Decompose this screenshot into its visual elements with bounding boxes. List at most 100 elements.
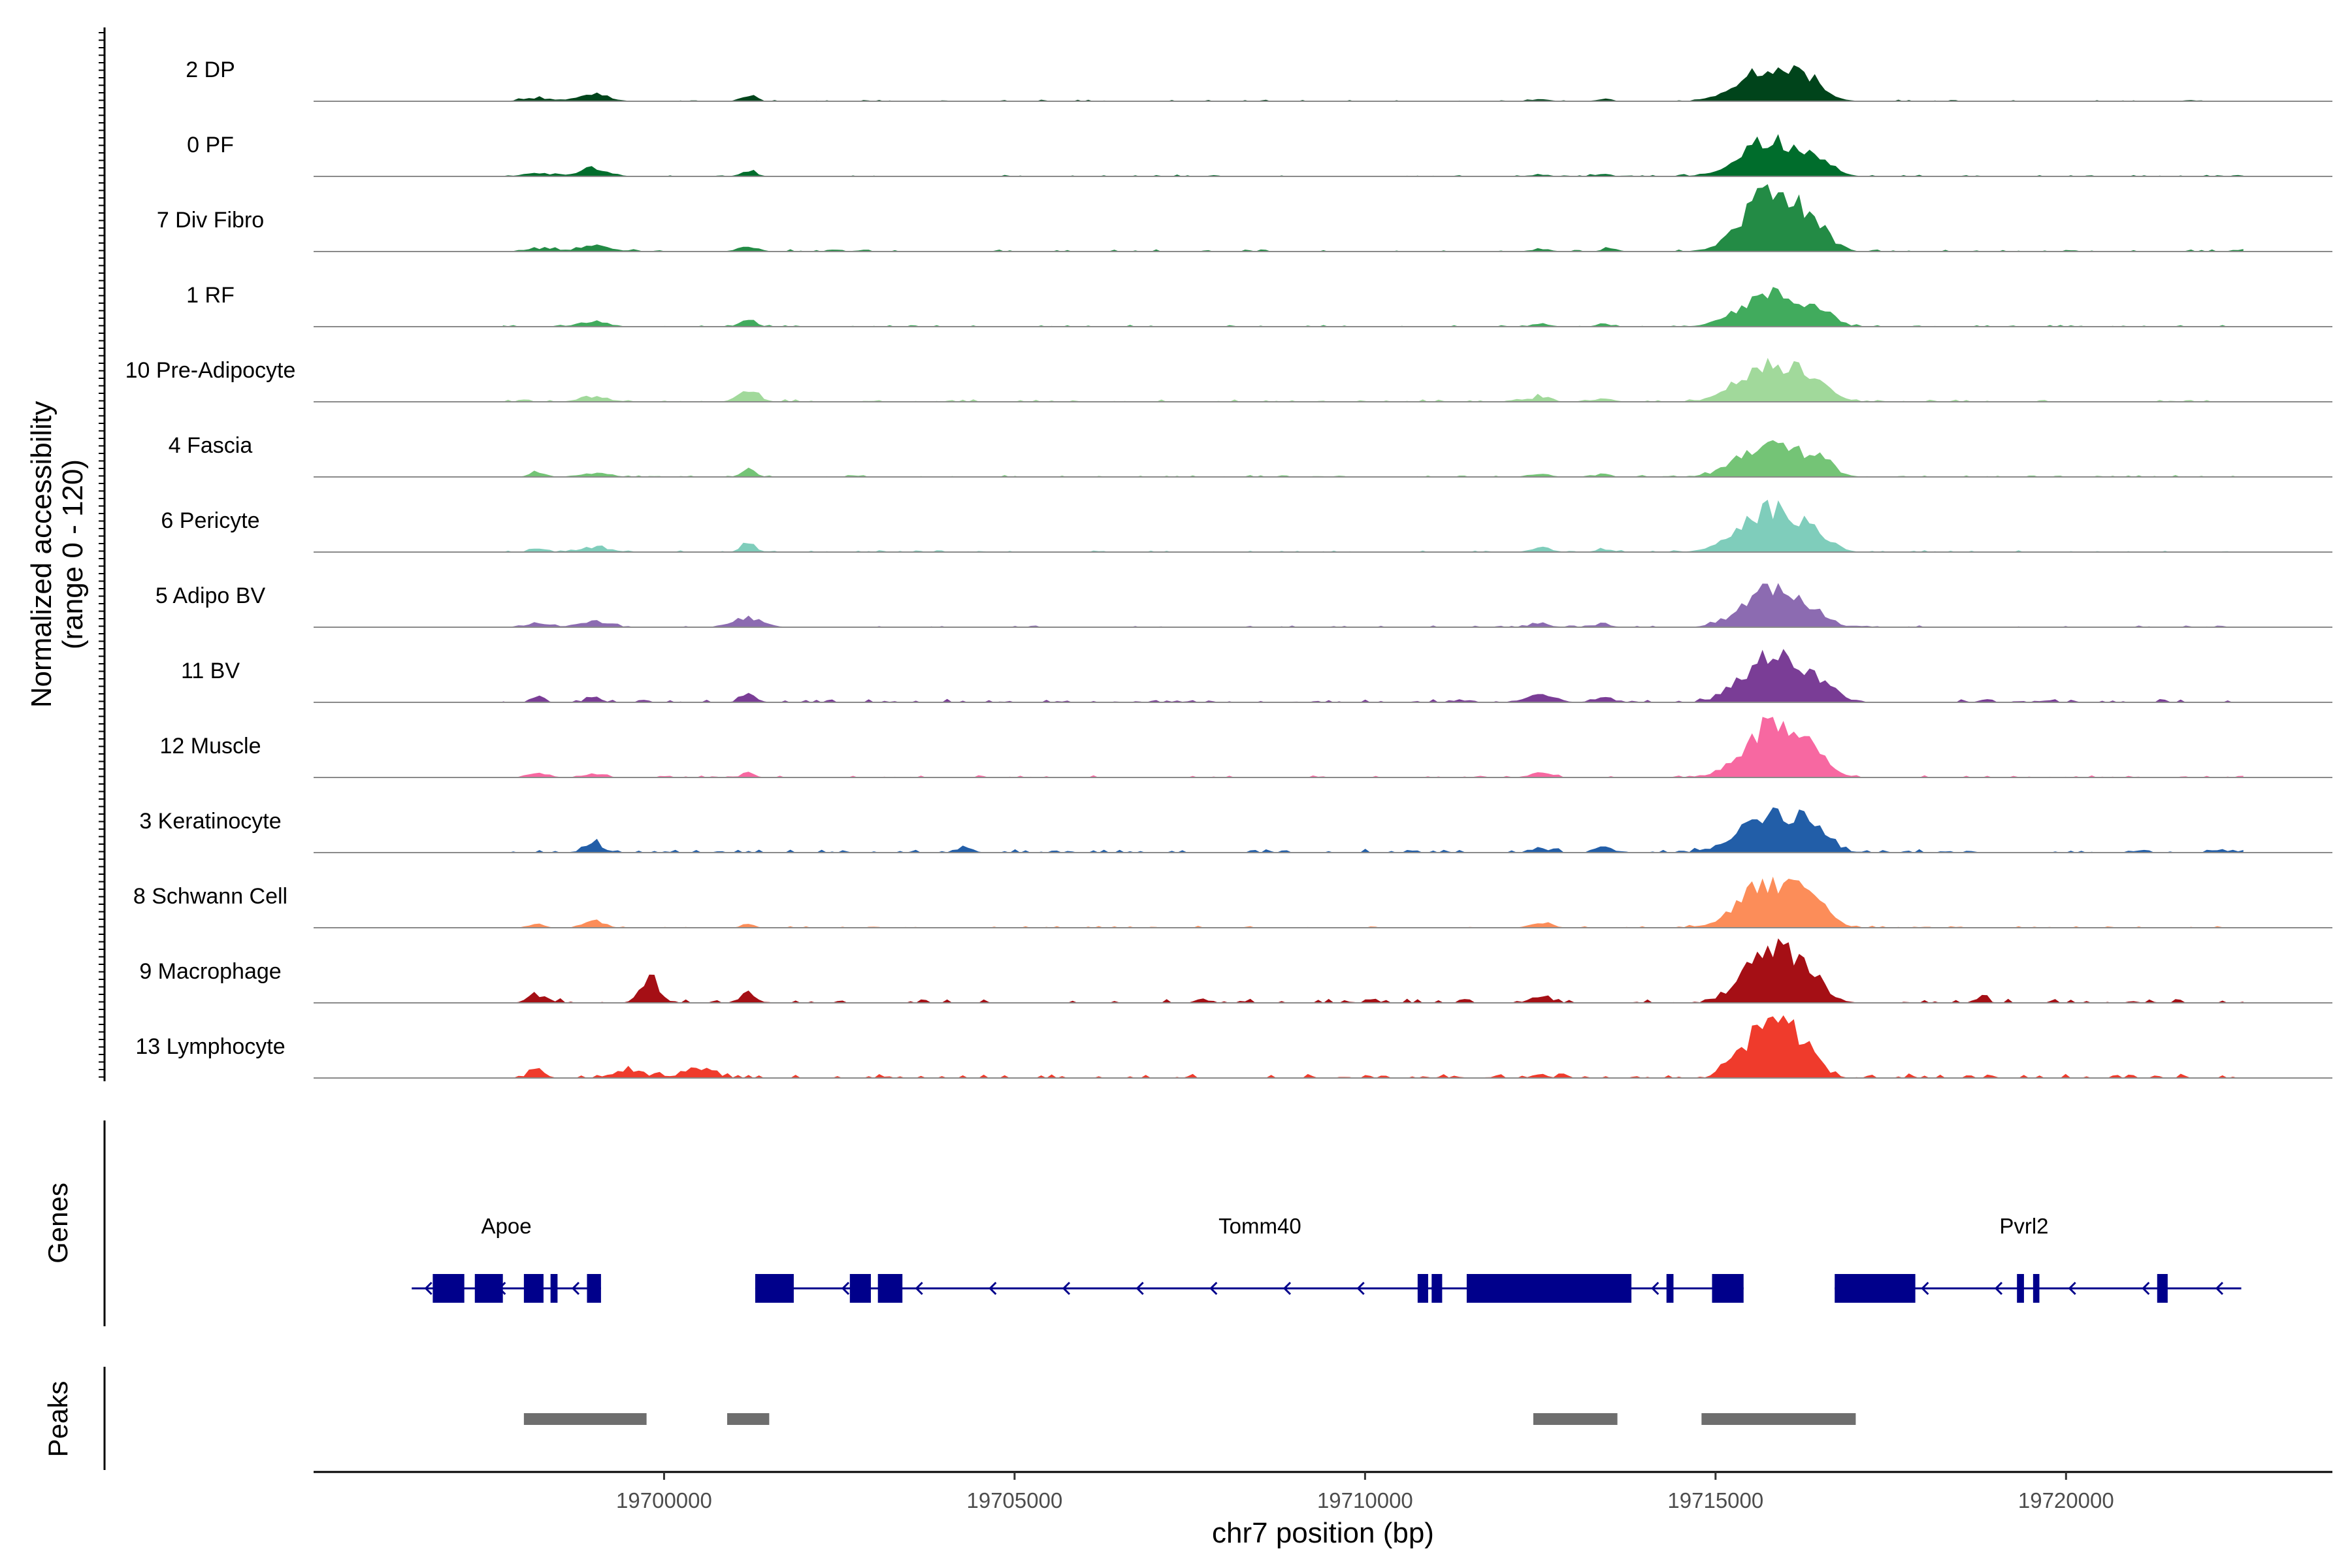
track-label: 12 Muscle xyxy=(160,734,261,759)
exon xyxy=(433,1274,465,1303)
strand-arrow xyxy=(1062,1281,1071,1296)
exon xyxy=(1466,1274,1632,1303)
gene-label: Tomm40 xyxy=(1218,1214,1301,1238)
track-4: 1 RF xyxy=(186,283,2332,327)
strand-arrow xyxy=(1651,1281,1659,1296)
x-axis-title: chr7 position (bp) xyxy=(1212,1517,1434,1549)
exon xyxy=(1712,1274,1744,1303)
track-signal xyxy=(502,134,2244,176)
strand-arrow xyxy=(1356,1281,1365,1296)
exon xyxy=(550,1274,558,1303)
peak-region xyxy=(523,1413,647,1425)
track-5: 10 Pre-Adipocyte xyxy=(125,357,2332,402)
exon xyxy=(755,1274,794,1303)
exon xyxy=(474,1274,503,1303)
track-label: 9 Macrophage xyxy=(139,959,281,984)
gene-label: Pvrl2 xyxy=(1999,1214,2048,1238)
strand-arrow xyxy=(1209,1281,1218,1296)
track-14: 13 Lymphocyte xyxy=(135,1015,2332,1079)
peaks-panel: Peaks xyxy=(42,1367,1856,1470)
strand-arrow xyxy=(1921,1281,1929,1296)
exon xyxy=(1431,1274,1443,1303)
track-label: 7 Div Fibro xyxy=(157,208,264,233)
strand-arrow xyxy=(1282,1281,1292,1296)
track-label: 8 Schwann Cell xyxy=(133,884,287,909)
peak-region xyxy=(727,1413,770,1425)
track-2: 0 PF xyxy=(187,133,2332,177)
track-signal xyxy=(502,876,2244,928)
x-tick-label: 19710000 xyxy=(1317,1488,1413,1512)
track-signal xyxy=(502,440,2244,477)
track-12: 8 Schwann Cell xyxy=(133,876,2332,928)
strand-arrow xyxy=(1135,1281,1144,1296)
track-label: 11 BV xyxy=(181,659,240,683)
genes-panel: Genes Apoe Tomm40 Pvrl2 xyxy=(42,1120,2242,1326)
strand-arrow xyxy=(841,1281,850,1296)
track-label: 5 Adipo BV xyxy=(155,583,266,608)
track-label: 3 Keratinocyte xyxy=(139,809,281,834)
track-signal xyxy=(502,499,2244,552)
track-9: 11 BV xyxy=(181,649,2332,703)
strand-arrow xyxy=(1994,1281,2003,1296)
exon xyxy=(1835,1274,1916,1303)
gene-pvrl2: Pvrl2 xyxy=(1835,1214,2242,1303)
gene-tomm40: Tomm40 xyxy=(755,1214,1744,1303)
exon xyxy=(1666,1274,1674,1303)
peak-region xyxy=(1701,1413,1856,1425)
track-1: 2 DP xyxy=(186,57,2332,102)
track-signal xyxy=(502,807,2244,853)
track-10: 12 Muscle xyxy=(160,717,2332,778)
track-signal xyxy=(502,357,2244,402)
x-tick-label: 19705000 xyxy=(967,1488,1063,1512)
strand-arrow xyxy=(2068,1281,2076,1296)
track-label: 13 Lymphocyte xyxy=(135,1034,285,1059)
track-11: 3 Keratinocyte xyxy=(139,807,2332,853)
track-label: 0 PF xyxy=(187,133,234,157)
peaks-panel-title: Peaks xyxy=(42,1381,73,1458)
x-tick-label: 19720000 xyxy=(2018,1488,2114,1512)
track-signal xyxy=(502,717,2244,777)
exon xyxy=(877,1274,903,1303)
genes-panel-title: Genes xyxy=(42,1183,73,1264)
peak-region xyxy=(1533,1413,1618,1425)
strand-arrow xyxy=(2142,1281,2150,1296)
track-label: 2 DP xyxy=(186,57,235,82)
exon xyxy=(523,1274,544,1303)
strand-arrow xyxy=(571,1281,580,1296)
track-signal xyxy=(502,287,2244,327)
y-axis-ticks xyxy=(99,32,105,1078)
track-6: 4 Fascia xyxy=(169,433,2332,478)
gene-apoe: Apoe xyxy=(412,1214,601,1303)
exon xyxy=(2033,1274,2040,1303)
track-7: 6 Pericyte xyxy=(161,499,2332,553)
exon xyxy=(2017,1274,2024,1303)
x-tick-label: 19715000 xyxy=(1667,1488,1763,1512)
x-tick-label: 19700000 xyxy=(616,1488,712,1512)
strand-arrow xyxy=(988,1281,997,1296)
x-axis: 19700000 19705000 19710000 19715000 19720000… xyxy=(314,1471,2332,1549)
strand-arrow xyxy=(424,1281,433,1296)
track-signal xyxy=(502,1015,2244,1078)
track-signal xyxy=(502,649,2244,702)
strand-arrow xyxy=(915,1281,923,1296)
exon xyxy=(849,1274,871,1303)
tracks-panel: 2 DP 0 PF 7 Div Fibro 1 RF 10 Pre-Adipocyte 4… xyxy=(125,57,2332,1079)
strand-arrow xyxy=(2215,1281,2224,1296)
track-signal xyxy=(502,184,2244,252)
exon xyxy=(587,1274,601,1303)
track-label: 10 Pre-Adipocyte xyxy=(125,358,296,383)
track-3: 7 Div Fibro xyxy=(157,184,2332,252)
track-label: 6 Pericyte xyxy=(161,508,259,533)
exon xyxy=(1417,1274,1428,1303)
gene-label: Apoe xyxy=(482,1214,532,1238)
track-13: 9 Macrophage xyxy=(139,938,2332,1004)
track-8: 5 Adipo BV xyxy=(155,583,2332,628)
track-signal xyxy=(502,583,2244,627)
y-axis-title: Normalized accessibility xyxy=(25,401,57,708)
exon xyxy=(2157,1274,2168,1303)
track-signal xyxy=(502,938,2244,1003)
y-axis-range: (range 0 - 120) xyxy=(57,459,89,649)
track-label: 1 RF xyxy=(186,283,235,308)
track-label: 4 Fascia xyxy=(169,433,253,458)
